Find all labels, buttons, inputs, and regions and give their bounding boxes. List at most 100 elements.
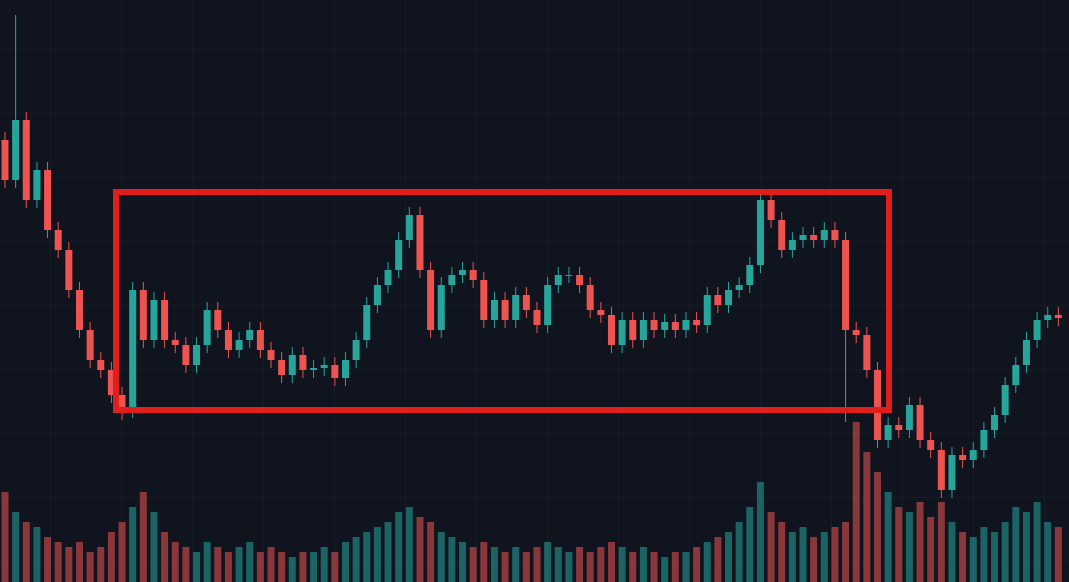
candle-body <box>905 405 913 430</box>
volume-bar <box>629 552 637 582</box>
candle-body <box>767 200 775 220</box>
volume-bar <box>363 532 371 582</box>
candle-body <box>778 220 786 250</box>
volume-bar <box>107 532 115 582</box>
volume-bar <box>501 552 509 582</box>
volume-bar <box>256 552 264 582</box>
volume-bar <box>395 512 403 582</box>
volume-bar <box>246 542 254 582</box>
volume-bar <box>1054 527 1062 582</box>
volume-bar <box>1012 507 1020 582</box>
volume-bar <box>267 547 275 582</box>
volume-bar <box>224 552 232 582</box>
volume-bar <box>86 552 94 582</box>
volume-bar <box>97 547 105 582</box>
volume-bar <box>75 542 83 582</box>
candle-body <box>427 270 435 330</box>
candle-body <box>650 320 658 330</box>
volume-bar <box>916 502 924 582</box>
candle-body <box>459 270 467 275</box>
candle-body <box>86 330 94 360</box>
volume-bar <box>852 422 860 582</box>
volume-bar <box>661 557 669 582</box>
candle-body <box>384 270 392 285</box>
candle-body <box>65 250 73 290</box>
volume-bar <box>288 557 296 582</box>
candle-body <box>746 265 754 285</box>
volume-bar <box>810 537 818 582</box>
volume-bar <box>1022 512 1030 582</box>
volume-bar <box>725 532 733 582</box>
candle-body <box>607 315 615 345</box>
volume-bar <box>193 552 201 582</box>
candle-body <box>937 450 945 490</box>
candle-body <box>469 270 477 280</box>
candle-body <box>118 395 126 410</box>
candle-body <box>278 360 286 375</box>
candle-body <box>735 285 743 290</box>
volume-bar <box>788 532 796 582</box>
candle-body <box>810 235 818 240</box>
volume-bar <box>746 507 754 582</box>
volume-bar <box>905 512 913 582</box>
candle-body <box>246 330 254 340</box>
volume-bar <box>586 552 594 582</box>
volume-bar <box>161 532 169 582</box>
candle-body <box>1012 365 1020 385</box>
volume-bar <box>203 542 211 582</box>
candle-body <box>75 290 83 330</box>
volume-bar <box>65 547 73 582</box>
candle-body <box>565 275 573 276</box>
volume-bar <box>948 522 956 582</box>
candle-body <box>873 370 881 440</box>
candle-body <box>512 295 520 320</box>
volume-bar <box>693 547 701 582</box>
candle-body <box>799 235 807 240</box>
volume-bar <box>320 547 328 582</box>
candle-body <box>597 310 605 315</box>
candle-body <box>490 300 498 320</box>
candle-body <box>756 200 764 265</box>
candle-body <box>12 120 20 180</box>
volume-bar <box>448 537 456 582</box>
candle-body <box>288 355 296 375</box>
candle-body <box>171 340 179 345</box>
volume-bar <box>650 552 658 582</box>
volume-bar <box>416 517 424 582</box>
candle-body <box>54 230 62 250</box>
volume-bar <box>863 452 871 582</box>
volume-bar <box>278 552 286 582</box>
candle-body <box>980 430 988 450</box>
candle-body <box>501 300 509 320</box>
volume-bar <box>884 492 892 582</box>
volume-bar <box>873 472 881 582</box>
candle-body <box>129 290 137 410</box>
candle-body <box>310 368 318 370</box>
candle-body <box>554 275 562 285</box>
volume-bar <box>129 507 137 582</box>
volume-bar <box>682 552 690 582</box>
volume-bar <box>937 502 945 582</box>
volume-bar <box>799 527 807 582</box>
candle-body <box>150 300 158 340</box>
volume-bar <box>927 517 935 582</box>
volume-bar <box>22 522 30 582</box>
volume-bar <box>576 547 584 582</box>
candle-body <box>139 290 147 340</box>
candle-body <box>416 215 424 270</box>
volume-bar <box>1001 522 1009 582</box>
volume-layer <box>1 422 1062 582</box>
candle-body <box>161 300 169 340</box>
volume-bar <box>512 547 520 582</box>
candle-body <box>895 425 903 430</box>
volume-bar <box>480 542 488 582</box>
volume-bar <box>618 547 626 582</box>
candle-body <box>959 455 967 460</box>
volume-bar <box>427 522 435 582</box>
volume-bar <box>597 547 605 582</box>
volume-bar <box>54 542 62 582</box>
volume-bar <box>639 547 647 582</box>
volume-bar <box>607 542 615 582</box>
candle-body <box>788 240 796 250</box>
